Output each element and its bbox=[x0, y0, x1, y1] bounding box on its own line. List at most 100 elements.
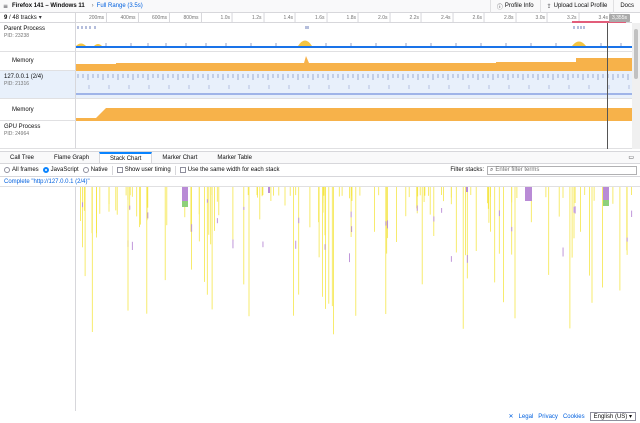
tab-marker-chart[interactable]: Marker Chart bbox=[162, 155, 198, 161]
stack-frame bbox=[602, 187, 603, 288]
timeline-tracks: Parent Process PID: 23238 bbox=[0, 23, 632, 149]
stack-frame bbox=[166, 187, 168, 226]
radio-checked-icon bbox=[42, 167, 49, 173]
track-gpu-process[interactable]: GPU Process PID: 24964 bbox=[0, 121, 76, 149]
track-127-0-0-1[interactable]: 127.0.0.1 (2/4) PID: 21316 bbox=[0, 71, 76, 99]
javascript-radio[interactable]: JavaScript bbox=[42, 167, 79, 173]
legal-link[interactable]: Legal bbox=[518, 413, 534, 420]
track-memory-content[interactable]: Memory bbox=[0, 99, 76, 121]
filter-stacks-input[interactable]: ⌕ Enter filter terms bbox=[487, 165, 637, 175]
profile-info-button[interactable]: ⓘ Profile Info bbox=[489, 0, 540, 13]
stack-frame bbox=[396, 187, 397, 242]
content-process-activity-graph[interactable] bbox=[76, 71, 632, 99]
stack-frame bbox=[462, 187, 464, 329]
search-icon: ⌕ bbox=[490, 166, 494, 173]
stack-frame bbox=[140, 187, 141, 225]
stack-frame bbox=[359, 187, 361, 196]
checkbox-icon bbox=[179, 167, 186, 173]
stack-frame bbox=[322, 187, 324, 213]
stack-chart-canvas[interactable] bbox=[0, 187, 640, 411]
track-name: Memory bbox=[12, 58, 34, 64]
all-frames-radio[interactable]: All frames bbox=[4, 167, 39, 173]
stack-frame bbox=[558, 187, 560, 217]
stack-frame bbox=[455, 187, 457, 253]
privacy-link[interactable]: Privacy bbox=[538, 413, 558, 420]
timeline-ruler[interactable]: 200ms 400ms 600ms 800ms 1.0s 1.2s 1.4s 1.6s 1.8s… bbox=[76, 13, 632, 23]
stack-frame bbox=[385, 221, 387, 226]
stack-frame bbox=[574, 206, 576, 214]
sidebar-toggle-icon[interactable]: ▭ bbox=[628, 154, 634, 161]
stack-frame bbox=[262, 187, 264, 196]
gpu-process-graph[interactable] bbox=[76, 121, 632, 149]
stack-frame bbox=[216, 187, 218, 202]
committed-range-breadcrumb[interactable]: Complete "http://127.0.0.1 (2/4)" bbox=[0, 177, 640, 187]
native-radio[interactable]: Native bbox=[82, 167, 108, 173]
timeline-selection[interactable]: 3,355s bbox=[568, 13, 632, 23]
language-select[interactable]: English (US) ▾ bbox=[589, 412, 636, 421]
stack-frame bbox=[562, 247, 564, 257]
show-user-timing-checkbox[interactable]: Show user timing bbox=[116, 167, 171, 173]
stack-frame bbox=[198, 187, 200, 242]
stack-frame bbox=[378, 187, 380, 196]
cookies-link[interactable]: Cookies bbox=[562, 413, 585, 420]
stack-frame bbox=[214, 187, 215, 231]
stack-frame bbox=[99, 187, 101, 214]
stack-frame bbox=[182, 187, 188, 194]
parent-memory-svg bbox=[76, 56, 632, 71]
stack-frame bbox=[433, 216, 435, 222]
tab-stack-chart[interactable]: Stack Chart bbox=[99, 152, 153, 163]
stack-frame bbox=[584, 187, 586, 195]
stack-frame bbox=[324, 244, 326, 250]
docs-button[interactable]: Docs bbox=[613, 0, 640, 13]
footer: ✕ Legal Privacy Cookies English (US) ▾ bbox=[0, 411, 640, 423]
parent-process-activity-graph[interactable] bbox=[76, 23, 632, 52]
profile-name-crumb[interactable]: Firefox 141 – Windows 11 bbox=[12, 3, 85, 9]
stack-frame bbox=[548, 187, 550, 275]
tracks-scrollbar[interactable] bbox=[632, 23, 640, 149]
same-width-label: Use the same width for each stack bbox=[187, 167, 280, 173]
track-count-total: / 48 tracks bbox=[9, 14, 37, 21]
menu-icon[interactable]: ≡ bbox=[3, 2, 9, 10]
language-value: English (US) bbox=[593, 414, 628, 420]
filter-stacks: Filter stacks: ⌕ Enter filter terms bbox=[450, 165, 640, 175]
stack-frame bbox=[408, 187, 410, 198]
native-label: Native bbox=[90, 167, 108, 173]
parent-memory-graph[interactable] bbox=[76, 52, 632, 71]
tab-call-tree[interactable]: Call Tree bbox=[10, 155, 35, 161]
track-count-button[interactable]: 9 / 48 tracks ▾ bbox=[0, 13, 76, 23]
stack-frame bbox=[470, 187, 472, 195]
stack-frame bbox=[612, 187, 614, 204]
stack-frame bbox=[218, 187, 220, 216]
scrollbar-thumb[interactable] bbox=[634, 29, 638, 79]
content-activity-svg bbox=[76, 74, 632, 95]
stack-frame bbox=[419, 187, 421, 196]
stack-frame bbox=[569, 187, 571, 329]
stack-frame bbox=[338, 187, 340, 197]
stack-chart[interactable] bbox=[0, 187, 640, 411]
ruler-tick-label: 3.0s bbox=[535, 13, 548, 23]
track-parent-process[interactable]: Parent Process PID: 23238 bbox=[0, 23, 76, 52]
stack-frame bbox=[80, 187, 81, 221]
stack-frame bbox=[450, 187, 452, 205]
same-width-checkbox[interactable]: Use the same width for each stack bbox=[179, 167, 280, 173]
track-memory-parent[interactable]: Memory bbox=[0, 52, 76, 71]
breadcrumb-separator-icon: › bbox=[91, 3, 94, 9]
content-memory-graph[interactable] bbox=[76, 99, 632, 121]
stack-frame bbox=[603, 187, 609, 194]
tab-flame-graph[interactable]: Flame Graph bbox=[54, 155, 90, 161]
stack-frame bbox=[349, 187, 350, 199]
stack-frame bbox=[487, 187, 488, 204]
stack-frame bbox=[405, 187, 407, 217]
stack-frame bbox=[146, 187, 148, 314]
panel-tabs: Call Tree Flame Graph Stack Chart Marker… bbox=[0, 151, 640, 164]
stack-frame bbox=[589, 187, 590, 276]
upload-profile-button[interactable]: ⇪ Upload Local Profile bbox=[539, 0, 614, 13]
stack-frame bbox=[341, 187, 343, 196]
parent-activity-svg bbox=[76, 26, 632, 48]
stack-frame bbox=[466, 187, 468, 192]
ruler-tick-label: 1.8s bbox=[346, 13, 359, 23]
close-icon[interactable]: ✕ bbox=[508, 413, 514, 420]
tab-marker-table[interactable]: Marker Table bbox=[217, 155, 252, 161]
stack-frame bbox=[129, 205, 131, 210]
range-crumb[interactable]: Full Range (3.5s) bbox=[96, 3, 143, 9]
